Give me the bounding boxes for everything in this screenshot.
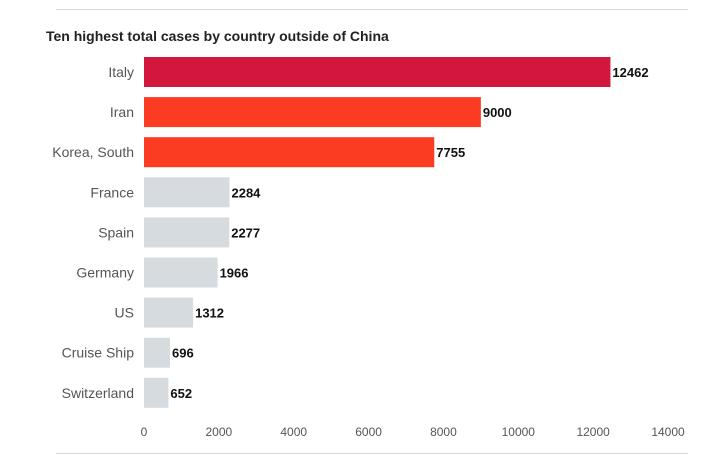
bar-cruise-ship: [144, 337, 171, 368]
value-label-switzerland: 652: [170, 386, 192, 401]
x-tick-label: 4000: [280, 425, 307, 439]
category-labels: Italy Iran Korea, South France Spain Germany U…: [52, 64, 134, 401]
bar-germany: [144, 257, 218, 288]
value-label-germany: 1966: [220, 266, 249, 281]
category-label-korea-south: Korea, South: [52, 144, 134, 160]
bottom-divider: [56, 453, 688, 454]
value-label-italy: 12462: [612, 65, 648, 80]
value-labels: 12462 9000 7755 2284 2277 1966 1312 696 652: [170, 65, 648, 401]
bar-france: [144, 177, 230, 208]
category-label-germany: Germany: [76, 265, 134, 281]
bar-switzerland: [144, 377, 169, 408]
bar-iran: [144, 97, 481, 128]
value-label-france: 2284: [231, 185, 261, 200]
x-tick-label: 12000: [576, 425, 610, 439]
bar-spain: [144, 217, 230, 248]
x-tick-label: 6000: [355, 425, 382, 439]
category-label-italy: Italy: [108, 64, 134, 80]
category-label-switzerland: Switzerland: [62, 385, 134, 401]
value-label-iran: 9000: [483, 105, 512, 120]
x-tick-label: 0: [141, 425, 148, 439]
bar-us: [144, 297, 194, 328]
bar-italy: [144, 57, 611, 87]
bars-layer: [144, 57, 611, 408]
top-divider: [56, 9, 688, 10]
category-label-cruise-ship: Cruise Ship: [62, 345, 135, 361]
x-tick-label: 2000: [206, 425, 233, 439]
category-label-spain: Spain: [98, 224, 134, 240]
value-label-korea-south: 7755: [436, 145, 465, 160]
value-label-us: 1312: [195, 306, 224, 321]
x-tick-label: 10000: [502, 425, 536, 439]
bar-korea-south: [144, 137, 435, 168]
category-label-us: US: [115, 305, 134, 321]
value-label-spain: 2277: [231, 225, 260, 240]
x-axis-ticks: 0 2000 4000 6000 8000 10000 12000 14000: [141, 425, 685, 439]
value-label-cruise-ship: 696: [172, 346, 194, 361]
chart-title: Ten highest total cases by country outsi…: [46, 28, 389, 44]
x-tick-label: 14000: [651, 425, 685, 439]
x-tick-label: 8000: [430, 425, 457, 439]
category-label-france: France: [90, 184, 134, 200]
category-label-iran: Iran: [110, 104, 134, 120]
